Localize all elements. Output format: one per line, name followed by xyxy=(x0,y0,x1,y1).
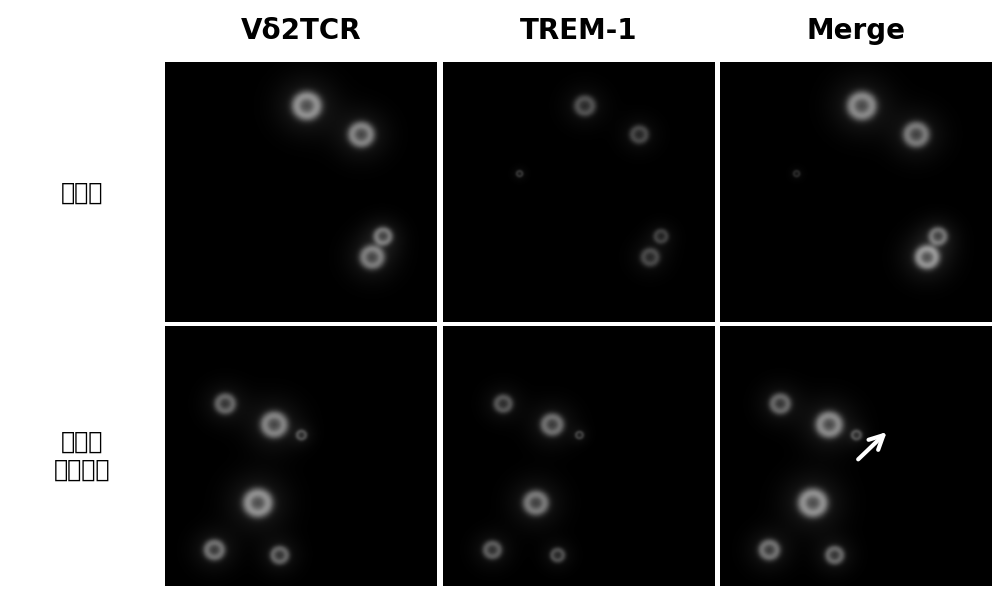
Text: 健康人: 健康人 xyxy=(61,180,104,205)
Text: Merge: Merge xyxy=(807,17,906,45)
Text: TREM-1: TREM-1 xyxy=(520,17,637,45)
Text: Vδ2TCR: Vδ2TCR xyxy=(241,17,361,45)
Text: 活动性
结核病人: 活动性 结核病人 xyxy=(54,430,111,482)
